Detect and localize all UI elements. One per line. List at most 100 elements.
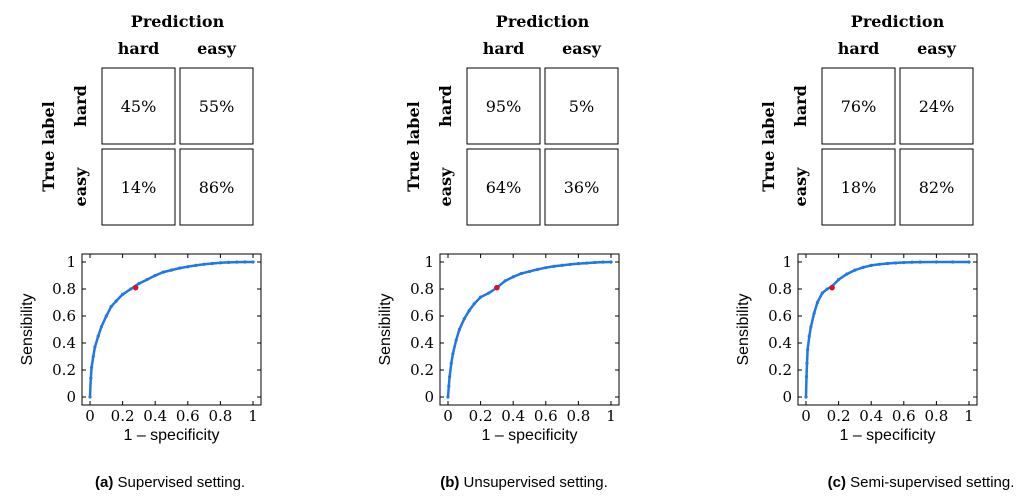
roc-c-operating-point — [829, 284, 835, 291]
roc-b-series-point-0-25 — [601, 260, 605, 264]
roc-a-series-point-0-13 — [145, 277, 149, 282]
roc-b-series-point-0-13 — [503, 279, 507, 283]
roc-a-series-point-0-12 — [137, 282, 141, 286]
cm-b-cell-value-0-0: 95% — [486, 97, 522, 116]
roc-b-series-point-0-17 — [536, 267, 540, 272]
cm-a-cell-value-1-1: 86% — [199, 178, 235, 197]
cm-b-cell-value-1-0: 64% — [486, 178, 522, 197]
cm-c-cell-box-0-0 — [821, 67, 896, 145]
cm-a-cell-value-0-1: 55% — [199, 97, 235, 116]
roc-c-series-point-0-18 — [894, 261, 898, 265]
roc-b-ytick-label-0.2: 0.2 — [410, 361, 434, 379]
roc-a-ytick-label-0.6: 0.6 — [52, 307, 76, 325]
roc-a-xlabel: 1 – specificity — [123, 427, 219, 444]
roc-a-series-point-0-4 — [93, 345, 97, 349]
roc-a-series-line-0 — [88, 260, 253, 398]
roc-a-ytick-label-0: 0 — [66, 388, 76, 406]
roc-b-ytick-label-0.6: 0.6 — [410, 307, 434, 325]
roc-b-ytick-label-1: 1 — [424, 253, 434, 271]
roc-a-series-point-0-1 — [89, 376, 93, 380]
roc-a-series-point-0-8 — [109, 304, 113, 309]
roc-c-series-line-0 — [804, 260, 969, 398]
roc-b-operating-point — [494, 284, 500, 291]
roc-b-series-point-0-22 — [576, 262, 581, 266]
roc-b-xtick-label-0.4: 0.4 — [501, 407, 525, 425]
roc-b-frame — [439, 253, 620, 406]
roc-b-series-point-0-21 — [568, 262, 572, 267]
roc-b-series-point-0-19 — [552, 264, 556, 268]
roc-b-series-point-0-3 — [449, 361, 453, 365]
roc-c-series-point-0-19 — [902, 260, 906, 265]
roc-b-series-point-0-4 — [451, 352, 455, 356]
cm-b-row-label-easy: easy — [436, 167, 455, 207]
cm-b-cell-box-1-1 — [544, 148, 619, 226]
caption-c: (c) Semi-supervised setting. — [816, 474, 1026, 491]
cm-c-row-label-easy: easy — [791, 167, 810, 207]
roc-b-series-point-0-15 — [519, 271, 523, 276]
cm-a-row-title: True label — [39, 101, 58, 191]
roc-c-xtick-label-0: 0 — [801, 407, 811, 425]
roc-a-xtick-label-0: 0 — [85, 407, 95, 425]
cm-c-row-title: True label — [759, 101, 778, 191]
roc-a-series-point-0-18 — [186, 265, 190, 269]
roc-a-series-point-0-21 — [210, 261, 214, 266]
roc-c-ytick-label-0: 0 — [782, 388, 792, 406]
roc-a-series-point-0-9 — [114, 299, 118, 303]
roc-a-xtick-label-0.2: 0.2 — [111, 407, 135, 425]
roc-a-series-point-0-15 — [161, 270, 165, 274]
roc-a-series-point-0-26 — [251, 260, 255, 264]
caption-c-tag: (c) — [827, 474, 846, 491]
roc-a-ylabel: Sensibility — [19, 293, 36, 365]
roc-b-series-point-0-8 — [467, 309, 471, 313]
roc-a-xtick-label-1: 1 — [248, 407, 258, 425]
roc-a-series-point-0-0 — [88, 395, 92, 399]
cm-c-cell-box-1-1 — [899, 148, 974, 226]
roc-c-xtick-label-0.2: 0.2 — [827, 407, 851, 425]
cm-c-col-label-hard: hard — [838, 39, 880, 58]
cm-a-col-label-hard: hard — [118, 39, 160, 58]
roc-a-series-point-0-22 — [218, 261, 222, 265]
roc-b-series-point-0-20 — [560, 263, 564, 267]
roc-a-series-point-0-17 — [178, 266, 182, 270]
roc-b-series-point-0-18 — [544, 266, 548, 270]
roc-a-series-point-0-25 — [243, 260, 247, 264]
cm-c-cell-box-1-0 — [821, 148, 896, 226]
roc-a-xtick-label-0.8: 0.8 — [208, 407, 232, 425]
roc-c-series-point-0-17 — [885, 261, 890, 266]
roc-a-series-point-0-24 — [235, 260, 239, 264]
cm-a-cell-value-1-0: 14% — [121, 178, 157, 197]
cm-a-col-label-easy: easy — [197, 39, 237, 58]
roc-c-series-point-0-7 — [815, 300, 820, 305]
roc-a-ytick-label-1: 1 — [66, 253, 76, 271]
roc-a-series-point-0-10 — [121, 292, 125, 296]
cm-b-cell-box-0-0 — [466, 67, 541, 145]
roc-c-series-point-0-4 — [807, 334, 811, 338]
cm-b-col-title: Prediction — [496, 12, 590, 31]
cm-b-cell-value-0-1: 5% — [569, 97, 594, 116]
roc-b-series-point-0-1 — [447, 384, 451, 388]
roc-a-ytick-label-0.2: 0.2 — [52, 361, 76, 379]
roc-a-series-point-0-11 — [129, 287, 133, 291]
roc-b-series-point-0-26 — [609, 260, 613, 264]
cm-b-row-title: True label — [404, 101, 423, 191]
roc-c-series-point-0-9 — [825, 287, 829, 291]
roc-c-series-point-0-23 — [951, 260, 955, 264]
roc-c-series-point-0-20 — [910, 260, 914, 264]
roc-b-series-point-0-6 — [457, 327, 462, 332]
roc-a-ytick-label-0.4: 0.4 — [52, 334, 76, 352]
roc-c-xtick-label-0.6: 0.6 — [892, 407, 916, 425]
roc-a-operating-point — [132, 284, 139, 291]
roc-b-xtick-label-1: 1 — [606, 407, 616, 425]
roc-a-ytick-label-0.8: 0.8 — [52, 280, 76, 298]
caption-a-text: Supervised setting. — [113, 474, 246, 491]
cm-a-cell-box-1-1 — [179, 148, 254, 226]
cm-b-cell-value-1-1: 36% — [564, 178, 600, 197]
roc-b-series-line-0 — [446, 260, 612, 398]
roc-c-series-point-0-12 — [845, 272, 849, 276]
cm-b-row-label-hard: hard — [436, 85, 455, 127]
roc-a-series-point-0-20 — [202, 262, 206, 266]
roc-a-series-point-0-5 — [96, 334, 100, 338]
roc-c-xlabel: 1 – specificity — [839, 427, 935, 444]
roc-c-series-point-0-6 — [812, 311, 816, 315]
